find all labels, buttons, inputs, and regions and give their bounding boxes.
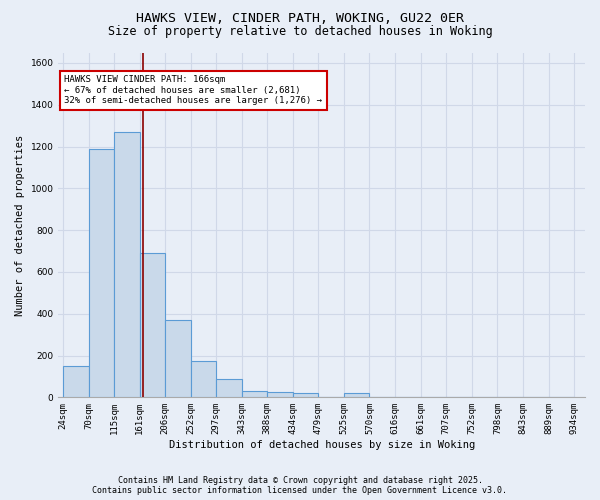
Text: Contains HM Land Registry data © Crown copyright and database right 2025.
Contai: Contains HM Land Registry data © Crown c… <box>92 476 508 495</box>
Y-axis label: Number of detached properties: Number of detached properties <box>15 134 25 316</box>
Bar <box>140 253 165 398</box>
Bar <box>191 361 216 398</box>
Text: HAWKS VIEW CINDER PATH: 166sqm
← 67% of detached houses are smaller (2,681)
32% : HAWKS VIEW CINDER PATH: 166sqm ← 67% of … <box>64 76 322 106</box>
Bar <box>344 393 370 398</box>
Bar <box>242 391 267 398</box>
X-axis label: Distribution of detached houses by size in Woking: Distribution of detached houses by size … <box>169 440 475 450</box>
Bar <box>114 132 140 398</box>
Bar <box>63 366 89 398</box>
Bar <box>216 378 242 398</box>
Text: Size of property relative to detached houses in Woking: Size of property relative to detached ho… <box>107 25 493 38</box>
Bar <box>89 148 114 398</box>
Bar <box>267 392 293 398</box>
Text: HAWKS VIEW, CINDER PATH, WOKING, GU22 0ER: HAWKS VIEW, CINDER PATH, WOKING, GU22 0E… <box>136 12 464 26</box>
Bar <box>165 320 191 398</box>
Bar <box>293 393 319 398</box>
